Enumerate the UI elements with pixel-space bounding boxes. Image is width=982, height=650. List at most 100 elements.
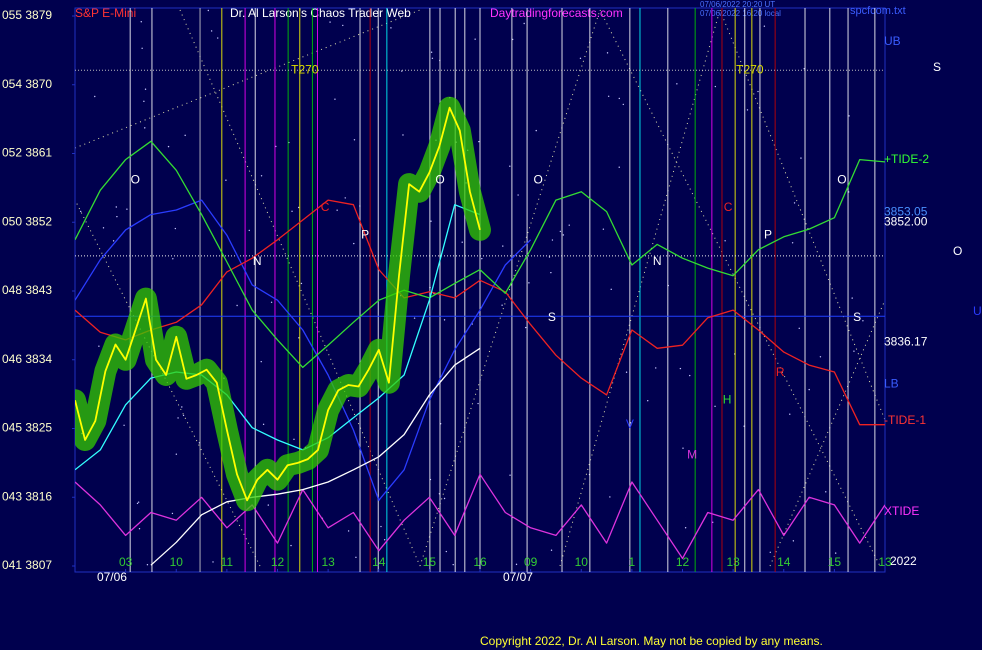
annotation: R xyxy=(776,365,785,379)
dot xyxy=(679,367,682,370)
dot xyxy=(793,202,796,204)
dot xyxy=(515,563,518,566)
symbol: S&P E-Mini xyxy=(75,6,136,20)
dot xyxy=(140,21,142,23)
timestamp: 07/06/2022 20:20 UT xyxy=(700,0,775,9)
chart-title: Dr. Al Larson's Chaos Trader Web xyxy=(230,6,411,20)
dot xyxy=(290,544,292,547)
dot xyxy=(123,424,125,426)
dot xyxy=(509,165,511,167)
annotation: N xyxy=(653,254,662,268)
dot xyxy=(474,38,476,40)
dot xyxy=(79,210,82,213)
series-line xyxy=(75,140,885,369)
dot xyxy=(210,30,213,32)
dot xyxy=(550,549,553,551)
dot xyxy=(355,556,357,559)
dot xyxy=(167,145,170,148)
x-tick-label: 13 xyxy=(878,555,892,569)
dot xyxy=(102,227,105,229)
copyright: Copyright 2022, Dr. Al Larson. May not b… xyxy=(480,634,823,648)
dot xyxy=(808,388,810,391)
dot xyxy=(655,367,657,369)
dot xyxy=(181,406,183,408)
dot xyxy=(260,175,263,177)
right-label: 3853.05 xyxy=(884,204,928,218)
y-tick-label: 050 3852 xyxy=(2,214,52,228)
dot xyxy=(461,241,463,243)
y-tick-label: 041 3807 xyxy=(2,558,52,572)
dot xyxy=(144,88,147,90)
dot xyxy=(380,525,382,528)
x-tick-label: 10 xyxy=(575,555,589,569)
dot xyxy=(525,326,527,329)
annotation: O xyxy=(837,172,846,186)
series-line xyxy=(75,199,885,426)
dot xyxy=(689,374,691,377)
dot xyxy=(848,115,850,117)
annotation: N xyxy=(253,254,262,268)
dot xyxy=(851,297,853,299)
dot xyxy=(606,52,609,54)
right-label: LB xyxy=(884,376,899,390)
x-tick-label: 11 xyxy=(221,555,234,569)
far-right-label: U xyxy=(973,304,982,318)
dot xyxy=(714,405,716,408)
file-name: spcfcom.txt xyxy=(850,5,906,17)
dot xyxy=(143,100,145,103)
dot xyxy=(342,24,344,27)
timestamp: 07/06/2022 16:20 local xyxy=(700,9,781,18)
dot xyxy=(236,304,238,307)
x-tick-label: 14 xyxy=(372,555,386,569)
dot xyxy=(789,413,791,415)
dot xyxy=(174,227,177,230)
dot xyxy=(115,206,117,208)
dot xyxy=(112,240,115,242)
dot xyxy=(136,502,139,505)
right-label: -TIDE-1 xyxy=(884,413,926,427)
dot xyxy=(175,453,178,455)
dot xyxy=(225,179,227,181)
x-tick-label: 09 xyxy=(524,555,538,569)
dot xyxy=(184,134,186,137)
dot xyxy=(443,319,446,321)
dot xyxy=(746,109,749,111)
dot xyxy=(171,512,174,515)
far-right-label: O xyxy=(953,244,962,258)
dot xyxy=(344,197,346,199)
plot-area xyxy=(75,8,885,572)
dot xyxy=(270,301,273,303)
dot xyxy=(267,504,270,506)
series-line xyxy=(75,204,481,471)
dot xyxy=(622,103,624,106)
y-tick-label: 045 3825 xyxy=(2,421,52,435)
dot xyxy=(144,127,146,129)
dot xyxy=(413,317,416,319)
x-tick-label: 10 xyxy=(170,555,184,569)
dot xyxy=(207,9,210,12)
dot xyxy=(647,400,649,402)
annotation: V xyxy=(626,417,634,431)
dot xyxy=(798,327,800,330)
dot xyxy=(431,57,434,59)
dot xyxy=(625,371,628,373)
dot xyxy=(517,194,519,196)
annotation: O xyxy=(534,172,543,186)
x-tick-label: 15 xyxy=(828,555,842,569)
dot xyxy=(714,85,717,88)
annotation: M xyxy=(687,447,697,461)
dot xyxy=(477,402,479,405)
dot xyxy=(607,95,610,98)
dot xyxy=(862,320,864,322)
dot xyxy=(297,206,300,209)
dot xyxy=(291,210,293,212)
dot xyxy=(116,215,118,218)
x-tick-label: 16 xyxy=(473,555,487,569)
date-label: 07/06 xyxy=(97,570,127,584)
dot xyxy=(825,491,827,493)
dot xyxy=(138,527,141,530)
dot xyxy=(275,145,277,148)
annotation: P xyxy=(361,227,369,241)
